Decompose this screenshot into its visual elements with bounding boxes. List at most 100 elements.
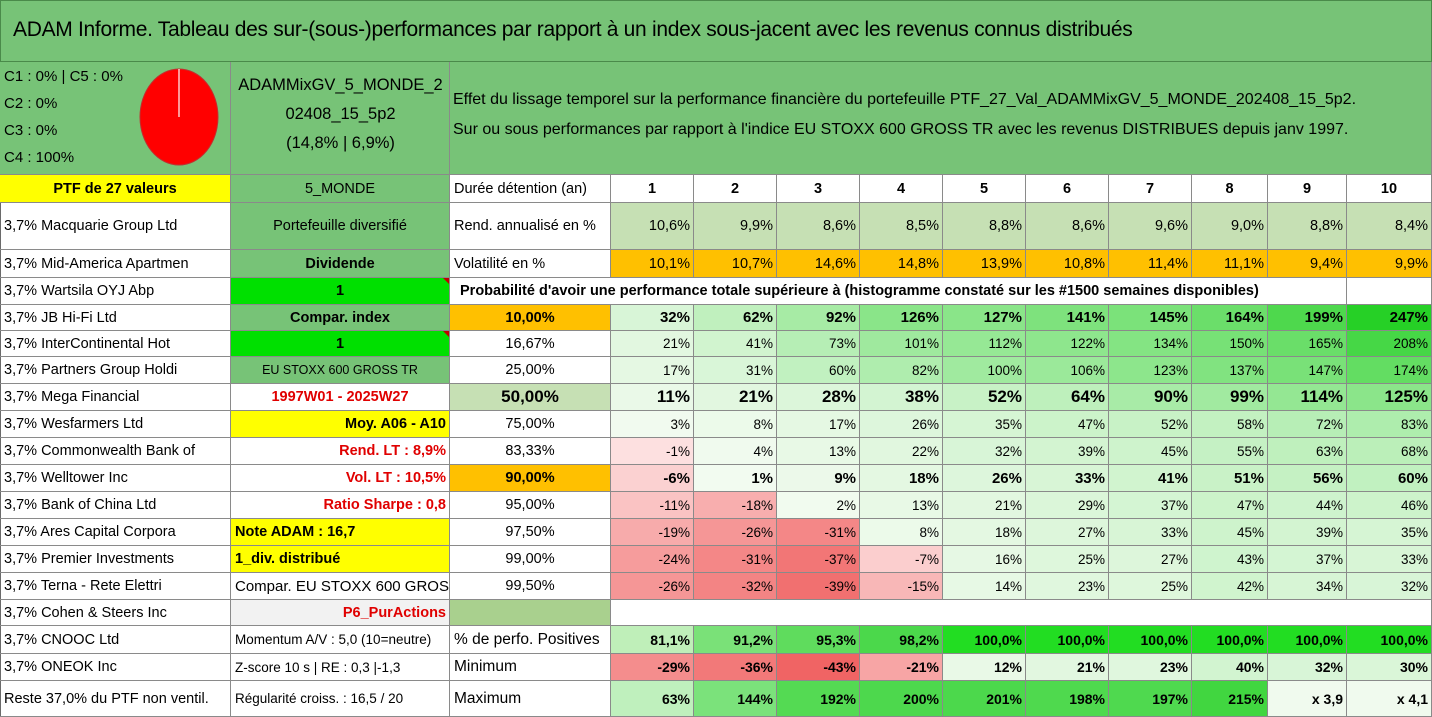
year-header[interactable]: 8: [1192, 175, 1268, 203]
probability-threshold[interactable]: 10,00%: [450, 305, 611, 331]
probability-value[interactable]: 60%: [777, 357, 860, 384]
probability-value[interactable]: 8%: [694, 411, 777, 438]
year-header[interactable]: 10: [1347, 175, 1432, 203]
probability-value[interactable]: 46%: [1347, 492, 1432, 519]
probability-value[interactable]: 22%: [860, 438, 943, 465]
probability-threshold[interactable]: 99,50%: [450, 573, 611, 600]
summary-value[interactable]: 30%: [1347, 654, 1432, 681]
vol-value[interactable]: 10,1%: [611, 250, 694, 278]
probability-value[interactable]: 56%: [1268, 465, 1347, 492]
probability-value[interactable]: 41%: [1109, 465, 1192, 492]
blank-cell[interactable]: [1347, 278, 1432, 305]
probability-value[interactable]: 126%: [860, 305, 943, 331]
probability-value[interactable]: -6%: [611, 465, 694, 492]
holding-row[interactable]: 3,7% Wesfarmers Ltd: [0, 411, 231, 438]
probability-value[interactable]: -37%: [777, 546, 860, 573]
probability-value[interactable]: 17%: [777, 411, 860, 438]
probability-value[interactable]: -39%: [777, 573, 860, 600]
probability-value[interactable]: -7%: [860, 546, 943, 573]
info-cell[interactable]: 1: [231, 331, 450, 357]
probability-value[interactable]: 247%: [1347, 305, 1432, 331]
probability-value[interactable]: 100%: [943, 357, 1026, 384]
summary-value[interactable]: 40%: [1192, 654, 1268, 681]
year-header[interactable]: 7: [1109, 175, 1192, 203]
probability-value[interactable]: 150%: [1192, 331, 1268, 357]
probability-value[interactable]: 147%: [1268, 357, 1347, 384]
holding-period-label[interactable]: Durée détention (an): [450, 175, 611, 203]
info-cell[interactable]: Portefeuille diversifié: [231, 203, 450, 250]
p6-marker-cell[interactable]: [450, 600, 611, 626]
vol-value[interactable]: 10,8%: [1026, 250, 1109, 278]
probability-value[interactable]: 35%: [943, 411, 1026, 438]
info-cell[interactable]: Régularité croiss. : 16,5 / 20: [231, 681, 450, 717]
summary-value[interactable]: 100,0%: [943, 626, 1026, 654]
holding-row[interactable]: 3,7% Macquarie Group Ltd: [0, 203, 231, 250]
probability-threshold[interactable]: 99,00%: [450, 546, 611, 573]
info-cell[interactable]: Note ADAM : 16,7: [231, 519, 450, 546]
rend-label[interactable]: Rend. annualisé en %: [450, 203, 611, 250]
probability-value[interactable]: 32%: [943, 438, 1026, 465]
probability-value[interactable]: 134%: [1109, 331, 1192, 357]
probability-value[interactable]: 106%: [1026, 357, 1109, 384]
rend-value[interactable]: 10,6%: [611, 203, 694, 250]
legend-panel[interactable]: C1 : 0% | C5 : 0% C2 : 0% C3 : 0% C4 : 100%: [0, 62, 231, 175]
info-cell[interactable]: Z-score 10 s | RE : 0,3 |-1,3: [231, 654, 450, 681]
probability-value[interactable]: -31%: [777, 519, 860, 546]
vol-value[interactable]: 11,4%: [1109, 250, 1192, 278]
summary-value[interactable]: 95,3%: [777, 626, 860, 654]
probability-threshold[interactable]: 95,00%: [450, 492, 611, 519]
probability-value[interactable]: 73%: [777, 331, 860, 357]
summary-value[interactable]: 100,0%: [1268, 626, 1347, 654]
info-cell[interactable]: Moy. A06 - A10: [231, 411, 450, 438]
probability-value[interactable]: 9%: [777, 465, 860, 492]
probability-value[interactable]: 32%: [1347, 573, 1432, 600]
probability-value[interactable]: 83%: [1347, 411, 1432, 438]
probability-header[interactable]: Probabilité d'avoir une performance tota…: [450, 278, 1347, 305]
holding-row[interactable]: 3,7% JB Hi-Fi Ltd: [0, 305, 231, 331]
rend-value[interactable]: 8,8%: [1268, 203, 1347, 250]
probability-value[interactable]: 60%: [1347, 465, 1432, 492]
holding-row[interactable]: 3,7% Cohen & Steers Inc: [0, 600, 231, 626]
summary-value[interactable]: 200%: [860, 681, 943, 717]
probability-value[interactable]: 99%: [1192, 384, 1268, 411]
probability-value[interactable]: -15%: [860, 573, 943, 600]
probability-value[interactable]: 112%: [943, 331, 1026, 357]
holding-row[interactable]: 3,7% CNOOC Ltd: [0, 626, 231, 654]
probability-value[interactable]: 174%: [1347, 357, 1432, 384]
probability-threshold[interactable]: 83,33%: [450, 438, 611, 465]
probability-value[interactable]: 72%: [1268, 411, 1347, 438]
rend-value[interactable]: 8,8%: [943, 203, 1026, 250]
probability-value[interactable]: 127%: [943, 305, 1026, 331]
probability-value[interactable]: 63%: [1268, 438, 1347, 465]
probability-value[interactable]: 1%: [694, 465, 777, 492]
probability-value[interactable]: 26%: [943, 465, 1026, 492]
holding-row[interactable]: 3,7% Mega Financial: [0, 384, 231, 411]
probability-value[interactable]: 33%: [1347, 546, 1432, 573]
vol-value[interactable]: 14,8%: [860, 250, 943, 278]
rend-value[interactable]: 8,4%: [1347, 203, 1432, 250]
probability-value[interactable]: 137%: [1192, 357, 1268, 384]
probability-value[interactable]: 199%: [1268, 305, 1347, 331]
probability-value[interactable]: 16%: [943, 546, 1026, 573]
summary-value[interactable]: 100,0%: [1192, 626, 1268, 654]
vol-value[interactable]: 13,9%: [943, 250, 1026, 278]
summary-value[interactable]: 192%: [777, 681, 860, 717]
summary-value[interactable]: 197%: [1109, 681, 1192, 717]
info-cell[interactable]: Rend. LT : 8,9%: [231, 438, 450, 465]
summary-value[interactable]: 63%: [611, 681, 694, 717]
probability-value[interactable]: 39%: [1268, 519, 1347, 546]
info-cell[interactable]: Compar. index: [231, 305, 450, 331]
probability-value[interactable]: 125%: [1347, 384, 1432, 411]
summary-value[interactable]: x 4,1: [1347, 681, 1432, 717]
vol-value[interactable]: 14,6%: [777, 250, 860, 278]
vol-value[interactable]: 9,9%: [1347, 250, 1432, 278]
probability-threshold[interactable]: 50,00%: [450, 384, 611, 411]
summary-value[interactable]: 23%: [1109, 654, 1192, 681]
probability-value[interactable]: 27%: [1109, 546, 1192, 573]
probability-value[interactable]: 33%: [1109, 519, 1192, 546]
probability-value[interactable]: -26%: [694, 519, 777, 546]
probability-value[interactable]: -1%: [611, 438, 694, 465]
probability-value[interactable]: 47%: [1026, 411, 1109, 438]
probability-value[interactable]: 35%: [1347, 519, 1432, 546]
summary-value[interactable]: -29%: [611, 654, 694, 681]
